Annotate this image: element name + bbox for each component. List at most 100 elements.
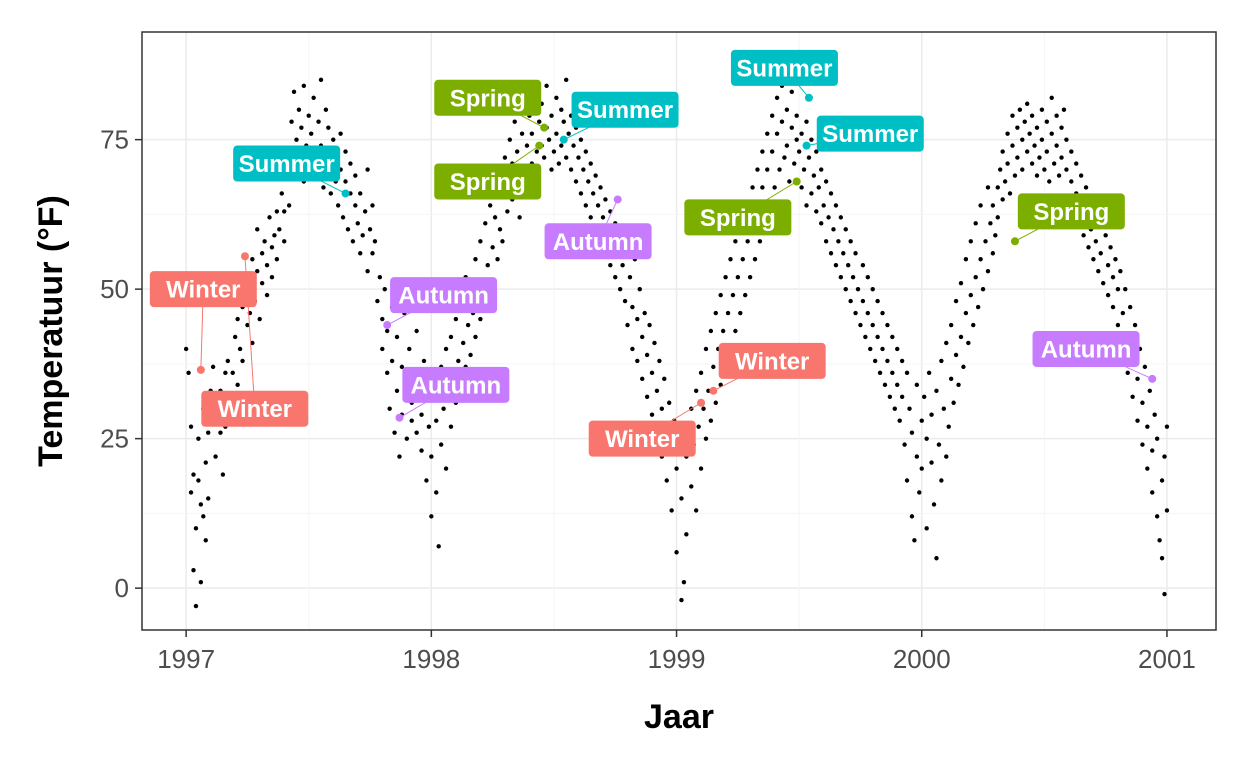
data-point <box>953 352 959 358</box>
data-point <box>465 322 471 328</box>
season-label: Autumn <box>553 229 644 256</box>
data-point <box>387 406 392 411</box>
data-point <box>186 370 191 376</box>
data-point <box>777 167 782 172</box>
data-point <box>931 502 937 507</box>
data-point <box>1000 149 1005 154</box>
data-point <box>566 131 571 136</box>
data-point <box>473 334 478 340</box>
data-point <box>769 113 775 118</box>
season-label-box <box>1017 193 1125 230</box>
data-point <box>703 346 709 352</box>
data-point <box>375 298 380 304</box>
data-point <box>250 340 255 346</box>
data-point <box>890 370 895 376</box>
data-point <box>389 358 395 364</box>
data-point <box>1027 131 1032 136</box>
data-point <box>760 149 765 154</box>
season-point <box>1010 237 1019 246</box>
data-point <box>1005 161 1010 166</box>
data-point <box>637 286 642 292</box>
season-label: Winter <box>218 396 292 423</box>
data-point <box>1064 167 1069 172</box>
season-label-box <box>434 79 542 116</box>
data-point <box>1044 119 1050 124</box>
data-point <box>1015 125 1020 130</box>
data-point <box>564 77 569 83</box>
data-point <box>919 418 924 423</box>
season-annotations: Winter Winter Winter Winter Spring Spring Spri… <box>149 49 1157 457</box>
data-point <box>617 286 623 292</box>
data-point <box>922 394 927 399</box>
data-point <box>941 406 947 411</box>
data-point <box>1059 155 1064 160</box>
data-point <box>845 263 851 268</box>
data-point <box>279 191 284 196</box>
data-point <box>529 131 535 136</box>
data-point <box>301 83 307 89</box>
data-point <box>421 358 427 364</box>
data-point <box>1032 143 1037 148</box>
data-point <box>816 185 821 190</box>
data-point <box>409 418 414 423</box>
data-point <box>1020 137 1025 142</box>
data-point <box>365 269 370 274</box>
data-point <box>434 418 439 423</box>
data-point <box>600 215 606 220</box>
season-point <box>802 141 811 150</box>
data-point <box>836 239 841 244</box>
data-point <box>578 137 584 142</box>
data-point <box>811 173 817 178</box>
data-point <box>642 310 647 316</box>
data-point <box>1039 107 1045 112</box>
data-point <box>348 161 353 166</box>
data-point <box>225 358 231 364</box>
data-point <box>1034 125 1040 130</box>
data-point <box>328 191 334 196</box>
data-point <box>1034 173 1040 178</box>
axes: 1997 1998 1999 2000 2001 0 25 50 75 <box>100 125 1196 674</box>
data-point <box>1120 310 1126 316</box>
data-point <box>1049 131 1054 136</box>
season-label: Summer <box>822 121 918 148</box>
data-point <box>578 191 584 196</box>
data-point <box>674 550 679 555</box>
data-point <box>382 286 387 292</box>
data-point <box>343 149 348 154</box>
data-point <box>1113 257 1118 262</box>
data-point <box>1105 292 1111 298</box>
data-point <box>218 430 223 435</box>
data-point <box>657 358 662 364</box>
x-tick-label: 2000 <box>893 644 951 674</box>
data-point <box>492 215 498 220</box>
data-point <box>720 328 726 334</box>
grid-lines <box>142 32 1216 630</box>
data-point <box>262 239 267 244</box>
data-point <box>1096 269 1101 274</box>
data-point <box>696 424 701 429</box>
data-point <box>1078 173 1084 178</box>
data-point <box>259 280 265 286</box>
data-point <box>478 239 483 244</box>
data-point <box>858 322 863 328</box>
season-label-box <box>684 199 792 236</box>
season-label-box <box>544 223 652 260</box>
data-point <box>203 460 208 465</box>
data-point <box>973 274 978 280</box>
data-point <box>1069 179 1074 184</box>
season-label-box <box>588 420 696 457</box>
data-point <box>272 233 277 238</box>
data-point <box>998 167 1003 172</box>
data-point <box>703 436 709 441</box>
data-point <box>429 514 434 519</box>
data-point <box>240 358 245 364</box>
data-point <box>860 298 866 304</box>
data-point <box>652 340 657 346</box>
data-point <box>1101 280 1106 286</box>
data-point <box>1154 436 1160 441</box>
data-point <box>784 107 790 112</box>
data-point <box>235 316 240 322</box>
data-point <box>1140 400 1145 405</box>
data-point <box>1064 137 1069 142</box>
data-point <box>946 424 951 429</box>
